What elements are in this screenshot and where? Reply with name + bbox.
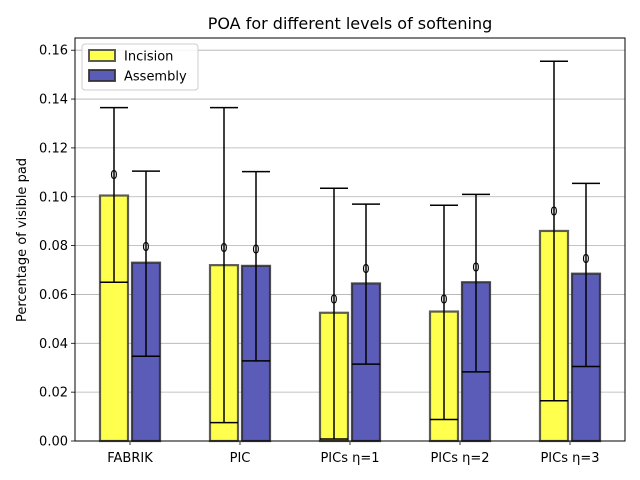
y-axis-label: Percentage of visible pad — [15, 158, 30, 322]
y-tick-label: 0.16 — [39, 44, 68, 59]
x-tick-label: PICs η=2 — [430, 451, 489, 466]
data-label: 0 — [220, 241, 228, 255]
chart-title: POA for different levels of softening — [208, 14, 493, 33]
data-labels: 0 0 0 0 0 0 0 0 0 0 — [110, 168, 590, 307]
y-tick-label: 0.06 — [39, 288, 68, 303]
data-label: 0 — [330, 292, 338, 306]
data-label: 0 — [110, 168, 118, 182]
legend-swatch-assembly — [88, 69, 116, 82]
error-bars — [100, 60, 600, 440]
data-label: 0 — [252, 242, 260, 256]
data-label: 0 — [550, 204, 558, 218]
grid-lines — [75, 49, 625, 442]
data-label: 0 — [440, 292, 448, 306]
data-label: 0 — [472, 261, 480, 275]
data-label: 0 — [582, 252, 590, 266]
data-label: 0 — [362, 262, 370, 276]
axes: 0.00 0.02 0.04 0.06 0.08 0.10 0.12 0.14 0.16 FABR… — [39, 37, 626, 466]
x-tick-label: PICs η=3 — [540, 451, 599, 466]
y-tick-label: 0.00 — [39, 435, 68, 450]
y-tick-label: 0.10 — [39, 190, 68, 205]
legend-swatch-incision — [88, 49, 116, 62]
legend-label-incision: Incision — [124, 50, 173, 65]
x-tick-label: FABRIK — [107, 451, 153, 466]
y-tick-label: 0.12 — [39, 141, 68, 156]
x-tick-label: PICs η=1 — [320, 451, 379, 466]
y-tick-label: 0.04 — [39, 337, 68, 352]
y-tick-label: 0.02 — [39, 386, 68, 401]
x-tick-label: PIC — [230, 451, 251, 466]
y-tick-label: 0.14 — [39, 93, 68, 108]
bars — [98, 194, 602, 443]
data-label: 0 — [142, 240, 150, 254]
y-tick-label: 0.08 — [39, 239, 68, 254]
legend-label-assembly: Assembly — [124, 70, 187, 85]
legend: Incision Assembly — [81, 43, 199, 91]
